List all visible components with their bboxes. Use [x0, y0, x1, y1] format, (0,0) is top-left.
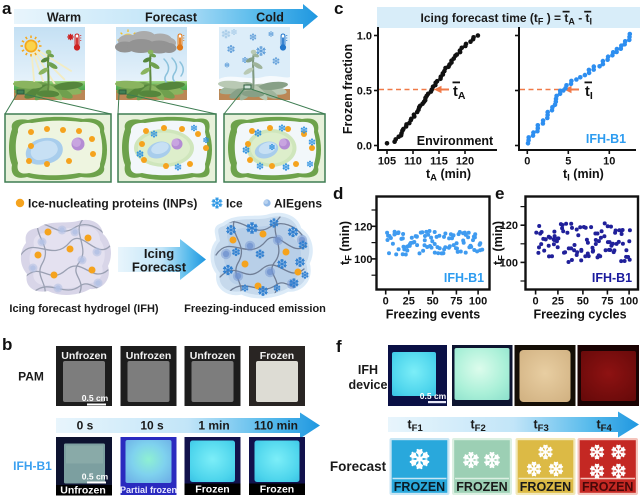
- svg-text:Unfrozen: Unfrozen: [126, 350, 172, 362]
- svg-text:1 min: 1 min: [198, 419, 229, 433]
- svg-text:IFH-B1: IFH-B1: [13, 459, 52, 473]
- svg-text:100: 100: [620, 296, 638, 308]
- svg-text:110 min: 110 min: [254, 419, 298, 433]
- svg-text:Environment: Environment: [417, 134, 494, 148]
- svg-text:50: 50: [427, 296, 439, 308]
- svg-text:Freezing cycles: Freezing cycles: [533, 308, 626, 322]
- svg-text:Forecast: Forecast: [132, 260, 187, 275]
- svg-text:Freezing events: Freezing events: [386, 308, 481, 322]
- svg-text:Icing forecast time (tF ) = tA: Icing forecast time (tF ) = tA - tI: [421, 11, 593, 27]
- svg-text:Unfrozen: Unfrozen: [60, 485, 106, 497]
- svg-text:Forecast: Forecast: [145, 11, 198, 25]
- svg-text:0.5 cm: 0.5 cm: [82, 393, 109, 403]
- svg-text:d: d: [333, 184, 343, 203]
- svg-text:FROZEN: FROZEN: [582, 480, 633, 494]
- svg-text:110: 110: [404, 156, 422, 168]
- svg-text:0: 0: [383, 296, 389, 308]
- svg-text:5: 5: [565, 156, 571, 168]
- svg-text:0.5: 0.5: [357, 85, 372, 97]
- svg-text:PAM: PAM: [18, 370, 44, 384]
- svg-text:Icing: Icing: [144, 246, 174, 261]
- svg-text:75: 75: [450, 296, 462, 308]
- svg-text:IFH-B1: IFH-B1: [592, 271, 632, 285]
- svg-text:Partial frozen: Partial frozen: [120, 485, 177, 495]
- svg-text:Icing forecast hydrogel (IFH): Icing forecast hydrogel (IFH): [9, 303, 158, 315]
- svg-text:FROZEN: FROZEN: [520, 480, 571, 494]
- svg-text:0: 0: [533, 296, 539, 308]
- svg-text:25: 25: [403, 296, 415, 308]
- svg-text:25: 25: [552, 296, 564, 308]
- svg-text:e: e: [495, 184, 504, 203]
- svg-text:f: f: [336, 337, 342, 356]
- svg-text:tA (min): tA (min): [426, 167, 471, 184]
- svg-text:1.0: 1.0: [357, 30, 372, 42]
- svg-text:Freezing-induced emission: Freezing-induced emission: [184, 303, 326, 315]
- svg-text:tI: tI: [585, 84, 593, 102]
- svg-text:device: device: [349, 378, 388, 392]
- svg-text:FROZEN: FROZEN: [456, 480, 507, 494]
- svg-text:10 s: 10 s: [140, 419, 164, 433]
- svg-text:Cold: Cold: [256, 11, 284, 25]
- svg-text:120: 120: [354, 221, 372, 233]
- svg-text:a: a: [2, 0, 12, 18]
- svg-text:120: 120: [456, 156, 474, 168]
- svg-text:Ice: Ice: [226, 197, 243, 211]
- svg-text:0: 0: [524, 156, 530, 168]
- svg-text:Warm: Warm: [47, 11, 81, 25]
- svg-text:0 s: 0 s: [77, 419, 94, 433]
- svg-text:tI (min): tI (min): [563, 167, 604, 184]
- svg-text:100: 100: [354, 254, 372, 266]
- svg-text:Frozen: Frozen: [195, 484, 229, 496]
- svg-text:b: b: [2, 335, 12, 354]
- svg-text:120: 120: [500, 220, 518, 232]
- svg-text:100: 100: [469, 296, 487, 308]
- svg-text:FROZEN: FROZEN: [394, 480, 445, 494]
- svg-text:AIEgens: AIEgens: [274, 197, 322, 211]
- svg-text:Unfrozen: Unfrozen: [61, 350, 107, 362]
- svg-text:0.0: 0.0: [357, 140, 372, 152]
- svg-text:IFH-B1: IFH-B1: [444, 271, 484, 285]
- svg-text:0.5 cm: 0.5 cm: [82, 472, 109, 482]
- svg-text:c: c: [334, 0, 343, 18]
- svg-text:10: 10: [603, 156, 615, 168]
- svg-text:Frozen: Frozen: [260, 350, 294, 362]
- svg-text:Unfrozen: Unfrozen: [190, 350, 236, 362]
- svg-text:50: 50: [577, 296, 589, 308]
- svg-text:100: 100: [500, 257, 518, 269]
- svg-text:Frozen: Frozen: [260, 484, 294, 496]
- svg-text:105: 105: [378, 156, 396, 168]
- svg-text:IFH-B1: IFH-B1: [586, 132, 626, 146]
- svg-text:75: 75: [601, 296, 613, 308]
- svg-text:tF (min): tF (min): [491, 221, 508, 265]
- svg-text:0.5 cm: 0.5 cm: [420, 391, 447, 401]
- svg-text:Ice-nucleating proteins (INPs): Ice-nucleating proteins (INPs): [28, 197, 197, 211]
- svg-text:tF (min): tF (min): [338, 221, 355, 265]
- svg-text:115: 115: [430, 156, 448, 168]
- svg-text:Forecast: Forecast: [330, 459, 387, 474]
- svg-text:IFH: IFH: [358, 363, 378, 377]
- svg-text:Frozen fraction: Frozen fraction: [341, 44, 355, 134]
